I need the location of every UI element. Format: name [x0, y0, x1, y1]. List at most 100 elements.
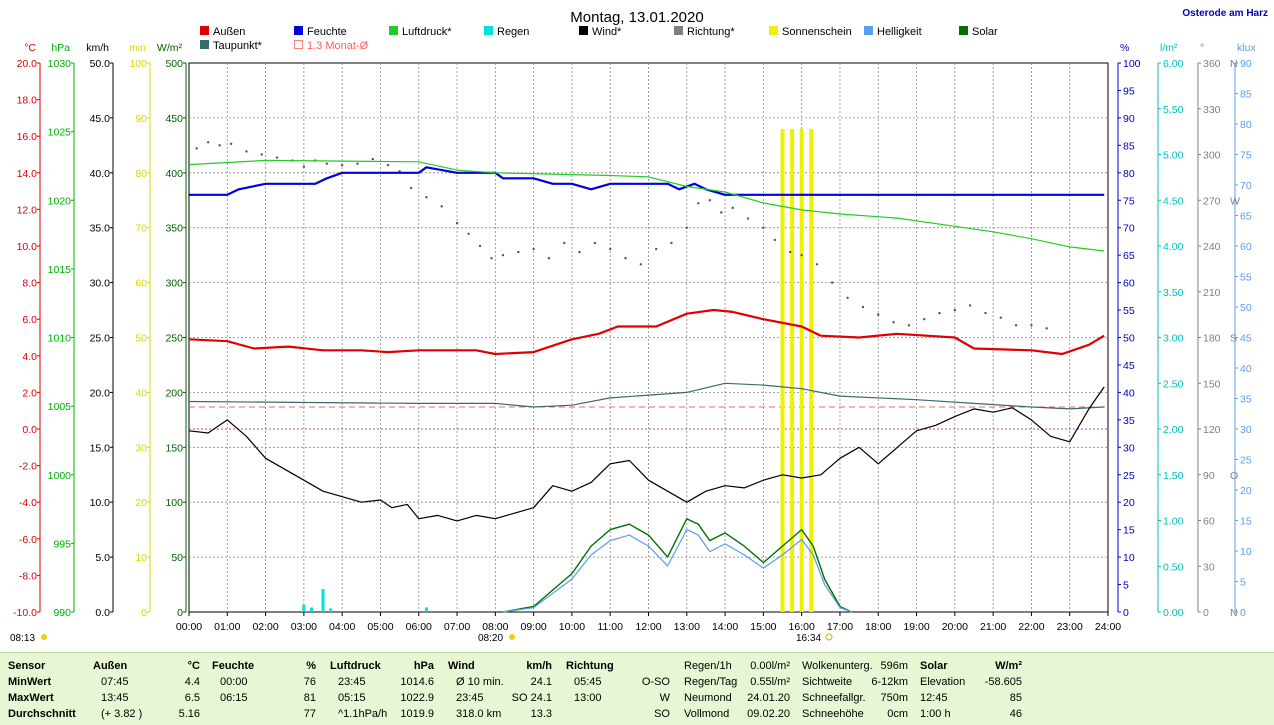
left-axis-tick-label: 1000: [48, 470, 72, 482]
x-tick-label: 07:00: [444, 621, 470, 633]
right-axis-tick-label: 35: [1123, 415, 1135, 427]
left-axis-tick-label: 30: [135, 442, 147, 454]
summary-value: 0.55l/m²: [750, 676, 790, 688]
right-axis-tick-label: 90: [1123, 113, 1135, 125]
direction-point: [386, 163, 390, 167]
right-axis-unit: %: [1120, 42, 1129, 54]
legend-swatch: [294, 26, 303, 35]
right-axis-tick-label: 0: [1240, 607, 1246, 619]
left-axis-tick-label: -10.0: [13, 607, 37, 619]
direction-point: [501, 253, 505, 257]
left-axis-tick-label: 30.0: [90, 278, 111, 290]
left-axis-tick-label: 50: [171, 552, 183, 564]
sunshine-bar: [799, 128, 804, 612]
direction-point: [984, 311, 987, 315]
direction-point: [1045, 327, 1048, 330]
direction-point: [1014, 324, 1018, 327]
summary-table: Sensor MinWert MaxWert Durchschnitt Außen °C 0…: [0, 652, 1274, 725]
x-tick-label: 11:00: [597, 621, 623, 633]
left-axis-tick-label: 5.0: [95, 552, 110, 564]
direction-point: [563, 241, 566, 245]
summary-row-label: Durchschnitt: [8, 708, 76, 720]
left-axis-unit: hPa: [51, 42, 70, 54]
left-axis-tick-label: 6.0: [22, 314, 37, 326]
left-axis-tick-label: 995: [53, 538, 71, 550]
series-auen: [188, 308, 1105, 356]
right-axis-tick-label: 330: [1203, 104, 1221, 116]
direction-point: [275, 156, 279, 159]
x-tick-label: 04:00: [329, 621, 355, 633]
right-axis-tick-label: 5.00: [1163, 150, 1184, 162]
right-axis-tick-label: 300: [1203, 150, 1221, 162]
left-axis-tick-label: 100: [129, 58, 147, 70]
x-tick-label: 19:00: [903, 621, 929, 633]
right-axis-tick-label: 20: [1123, 497, 1135, 509]
right-axis-tick-label: 75: [1123, 195, 1135, 207]
right-axis-tick-label: 0.50: [1163, 561, 1184, 573]
legend-swatch: [579, 26, 588, 35]
summary-time: 07:45: [101, 676, 129, 688]
right-axis-tick-label: 70: [1240, 180, 1252, 192]
left-axis-tick-label: 50: [135, 333, 147, 345]
direction-point: [892, 321, 895, 324]
legend-label: Wind*: [592, 26, 622, 38]
right-axis-tick-label: 85: [1123, 140, 1135, 152]
right-axis-tick-label: 0.00: [1163, 607, 1184, 619]
summary-header: Außen: [93, 660, 128, 672]
direction-point: [788, 250, 792, 254]
right-axis-tick-label: 4.50: [1163, 195, 1184, 207]
summary-time: 13:45: [101, 692, 129, 704]
right-axis-tick-label: 2.50: [1163, 378, 1184, 390]
axes: 00:00 01:00 02:00 03:00 04:00 05:00 06:00 07:00…: [10, 42, 1256, 644]
left-axis-tick-label: 1020: [48, 195, 72, 207]
series-luftdruck: [188, 159, 1105, 252]
left-axis-tick-label: 350: [165, 223, 183, 235]
left-axis-tick-label: -2.0: [19, 461, 37, 473]
direction-label: N: [1230, 607, 1238, 619]
direction-point: [409, 186, 413, 190]
sunshine-bar: [809, 128, 814, 612]
left-axis-unit: °C: [24, 42, 36, 54]
direction-point: [968, 304, 972, 307]
right-axis-tick-label: 75: [1240, 150, 1252, 162]
summary-value: 81: [303, 692, 316, 704]
right-axis-unit: l/m²: [1160, 42, 1178, 54]
direction-point: [425, 196, 428, 199]
direction-point: [639, 263, 643, 266]
direction-point: [356, 162, 359, 165]
right-axis-tick-label: 100: [1123, 58, 1141, 70]
summary-time: 00:00: [220, 676, 248, 688]
rain-bar: [302, 604, 306, 612]
summary-value: 76: [303, 676, 316, 688]
left-axis-tick-label: 40: [135, 387, 147, 399]
summary-header: Sensor: [8, 660, 46, 672]
direction-label: O: [1230, 470, 1238, 482]
legend-swatch: [389, 26, 398, 35]
left-axis-tick-label: 1030: [48, 58, 72, 70]
left-axis-tick-label: 14.0: [17, 168, 38, 180]
summary-header: Feuchte: [212, 660, 255, 672]
summary-value: -58.605: [984, 676, 1022, 688]
right-axis-tick-label: 180: [1203, 333, 1221, 345]
legend-label: Sonnenschein: [782, 26, 852, 38]
right-axis-tick-label: 90: [1203, 470, 1215, 482]
series-helligkeit: [502, 529, 852, 613]
direction-point: [547, 257, 551, 260]
right-axis-tick-label: 50: [1240, 302, 1252, 314]
direction-point: [609, 247, 612, 251]
right-axis-tick-label: 85: [1240, 89, 1252, 101]
left-axis-tick-label: -6.0: [19, 534, 37, 546]
direction-point: [773, 238, 777, 242]
right-axis-tick-label: 80: [1123, 168, 1135, 180]
right-axis-unit: °: [1200, 42, 1204, 54]
left-axis-tick-label: 20.0: [90, 387, 111, 399]
right-axis-tick-label: 30: [1240, 424, 1252, 436]
x-tick-label: 09:00: [520, 621, 546, 633]
legend-label: Helligkeit: [877, 26, 922, 38]
legend-swatch: [959, 26, 968, 35]
x-tick-label: 18:00: [865, 621, 891, 633]
direction-point: [999, 316, 1002, 319]
summary-label: Regen/Tag: [684, 676, 738, 688]
left-axis-tick-label: 200: [165, 387, 183, 399]
left-axis-tick-label: 100: [165, 497, 183, 509]
